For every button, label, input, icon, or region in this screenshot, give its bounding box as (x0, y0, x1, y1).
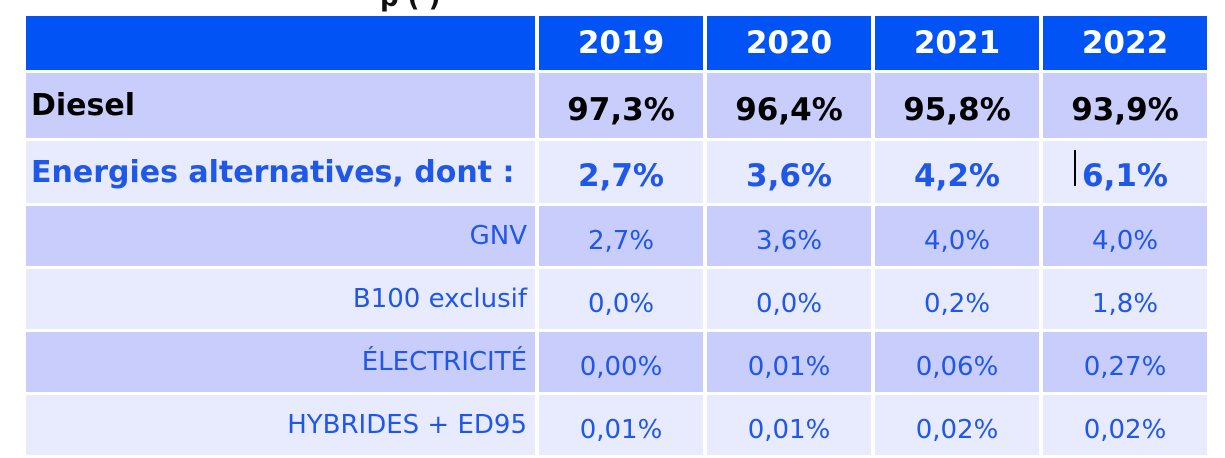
header-empty-cell (26, 16, 535, 70)
data-cell: 2,7% (539, 141, 703, 203)
table-row-b100: B100 exclusif 0,0% 0,0% 0,2% 1,8% (26, 269, 1207, 329)
cropped-title-fragment: p ( ) (380, 0, 440, 13)
year-header: 2021 (875, 16, 1039, 70)
data-cell: 0,0% (707, 269, 871, 329)
table-row-alternative-energies: Energies alternatives, dont : 2,7% 3,6% … (26, 141, 1207, 203)
row-label: GNV (26, 206, 535, 266)
data-cell: 4,0% (875, 206, 1039, 266)
data-cell: 0,01% (539, 395, 703, 455)
data-cell: 4,0% (1043, 206, 1207, 266)
data-cell: 96,4% (707, 73, 871, 138)
row-label: B100 exclusif (26, 269, 535, 329)
data-cell: 2,7% (539, 206, 703, 266)
data-cell: 3,6% (707, 141, 871, 203)
data-table: 2019 2020 2021 2022 Diesel 97,3% 96,4% 9… (22, 13, 1211, 458)
row-label: Diesel (26, 73, 535, 138)
data-cell: 0,27% (1043, 332, 1207, 392)
data-cell: 0,01% (707, 332, 871, 392)
text-cursor (1074, 150, 1076, 186)
data-cell: 0,0% (539, 269, 703, 329)
header-row: 2019 2020 2021 2022 (26, 16, 1207, 70)
table-row-gnv: GNV 2,7% 3,6% 4,0% 4,0% (26, 206, 1207, 266)
data-cell: 97,3% (539, 73, 703, 138)
data-cell: 3,6% (707, 206, 871, 266)
data-cell: 4,2% (875, 141, 1039, 203)
row-label: ÉLECTRICITÉ (26, 332, 535, 392)
year-header: 2020 (707, 16, 871, 70)
data-cell: 0,00% (539, 332, 703, 392)
table-row-diesel: Diesel 97,3% 96,4% 95,8% 93,9% (26, 73, 1207, 138)
year-header: 2022 (1043, 16, 1207, 70)
table-row-electricite: ÉLECTRICITÉ 0,00% 0,01% 0,06% 0,27% (26, 332, 1207, 392)
data-cell: 93,9% (1043, 73, 1207, 138)
data-cell: 6,1% (1043, 141, 1207, 203)
data-cell: 0,02% (875, 395, 1039, 455)
data-cell: 0,02% (1043, 395, 1207, 455)
data-cell: 0,06% (875, 332, 1039, 392)
data-cell: 0,2% (875, 269, 1039, 329)
row-label: Energies alternatives, dont : (26, 141, 535, 203)
data-cell: 0,01% (707, 395, 871, 455)
data-cell: 1,8% (1043, 269, 1207, 329)
table-row-hybrides: HYBRIDES + ED95 0,01% 0,01% 0,02% 0,02% (26, 395, 1207, 455)
year-header: 2019 (539, 16, 703, 70)
data-cell: 95,8% (875, 73, 1039, 138)
row-label: HYBRIDES + ED95 (26, 395, 535, 455)
